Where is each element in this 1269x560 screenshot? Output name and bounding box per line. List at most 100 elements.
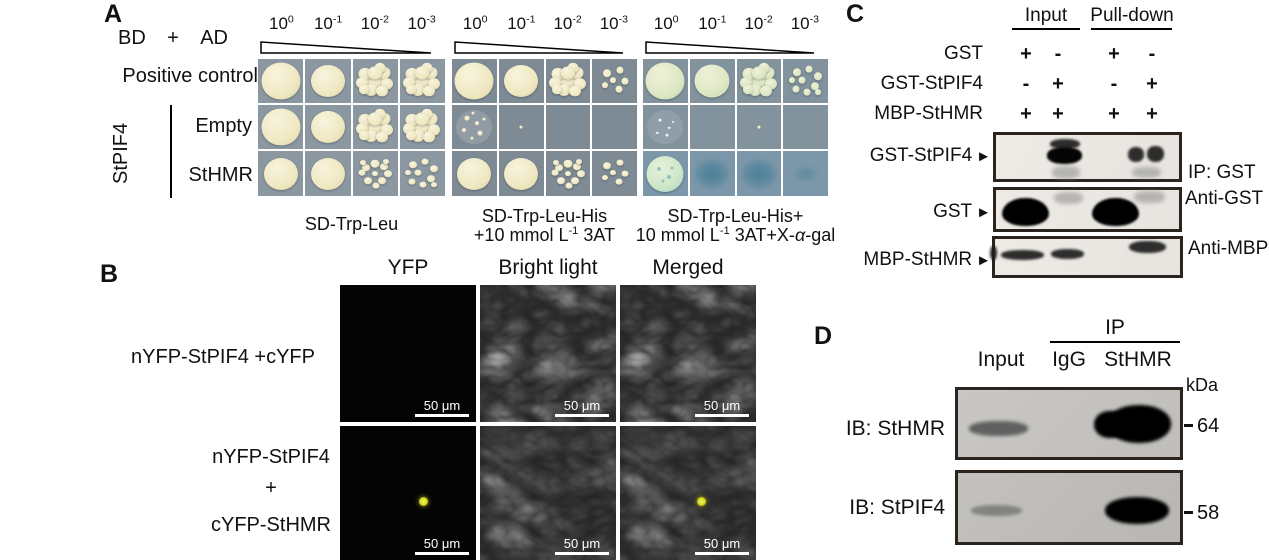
colony [564, 170, 571, 177]
dilution-row: 100 10-1 10-2 10-3 [258, 14, 445, 34]
plate-cell [352, 151, 398, 196]
colony [609, 77, 616, 83]
dilution-wedge-icon [260, 41, 432, 54]
lane-sign: + [1052, 103, 1064, 125]
medium-label: SD-Trp-Leu [305, 207, 398, 234]
pulldown-header: Pull-down [1090, 5, 1174, 26]
dilution-wedge-icon [645, 41, 815, 54]
medium-line: SD-Trp-Leu-His+ [667, 206, 804, 226]
colony [602, 69, 611, 77]
colony [601, 174, 608, 181]
medium-line: SD-Trp-Leu [304, 214, 399, 234]
ghost-colony [456, 110, 493, 144]
scale-bar-line [415, 552, 469, 555]
column-header-sthmr: StHMR [1104, 348, 1172, 371]
input-header: Input [1024, 5, 1068, 26]
dilution-label: 10-2 [744, 13, 773, 33]
colony [359, 84, 370, 94]
colony [554, 163, 563, 172]
scale-bar-line [555, 414, 609, 417]
construct-label-mbp-sthmr: MBP-StHMR [874, 103, 983, 124]
dilution-label: 100 [462, 13, 488, 33]
dilution-label: 10-1 [507, 13, 536, 33]
colony [482, 117, 486, 121]
colony [462, 128, 467, 132]
plate-cell [305, 151, 351, 196]
plate-cell [643, 105, 688, 149]
plate-cell [736, 151, 782, 196]
colony [810, 82, 819, 90]
plate-grid [643, 59, 828, 196]
colony [504, 157, 539, 190]
annotation-anti-mbp: Anti-MBP [1188, 238, 1269, 259]
dilution-label: 10-3 [599, 13, 629, 33]
medium-line: SD-Trp-Leu-His [481, 206, 608, 226]
scale-bar-line [555, 552, 609, 555]
group-label-stpif4: StPIF4 [110, 122, 132, 184]
colony [372, 182, 380, 189]
arrow-right-icon: ► [976, 204, 991, 221]
plate-cell [643, 59, 688, 103]
colony [261, 62, 301, 100]
ghost-colony [647, 110, 684, 144]
colony [457, 157, 492, 190]
colony [551, 84, 562, 94]
lane-sign: - [1022, 73, 1030, 95]
protein-band [1050, 139, 1080, 149]
column-header-yfp: YFP [387, 256, 429, 279]
protein-band [1047, 147, 1082, 164]
dilution-label: 10-1 [698, 13, 727, 33]
dilution-label: 10-2 [360, 13, 390, 33]
scale-bar-line [415, 414, 469, 417]
colony [414, 169, 422, 176]
colony [384, 169, 393, 178]
colony [423, 131, 436, 143]
colony [694, 64, 730, 98]
plate-cell [258, 59, 304, 103]
protein-band [1132, 167, 1161, 178]
scale-bar-label: 50 μm [423, 398, 461, 413]
colony [428, 124, 441, 136]
medium-label: SD-Trp-Leu-His +10 mmol L-1 3AT [474, 207, 615, 245]
colony [576, 169, 585, 178]
colony [431, 181, 438, 188]
colony [406, 84, 417, 94]
column-header-bright-light: Bright light [498, 256, 598, 279]
colony [616, 159, 624, 166]
colony [751, 66, 766, 80]
colony [383, 158, 390, 165]
scale-bar-label: 50 μm [563, 536, 601, 551]
protein-band [1002, 198, 1049, 226]
colony [621, 77, 629, 85]
protein-band [1092, 198, 1139, 226]
row-label-sthmr: StHMR [188, 164, 253, 186]
colony [616, 66, 624, 74]
group-bracket-line [170, 105, 172, 198]
colony-speck [670, 166, 674, 169]
plate-cell [452, 59, 497, 103]
colony [645, 62, 685, 100]
colony [575, 158, 582, 165]
colony [356, 123, 369, 135]
colony [672, 121, 675, 123]
plate-cell [452, 151, 497, 196]
colony [368, 66, 383, 80]
colony [423, 85, 436, 97]
plate-cell [592, 59, 637, 103]
scale-bar-label: 50 μm [703, 536, 741, 551]
plate-cell [545, 151, 591, 196]
colony [464, 115, 470, 121]
dilution-label: 100 [653, 13, 679, 33]
lane-sign: + [1020, 103, 1032, 125]
blot-label-text: GST [933, 201, 973, 222]
plate-cell [352, 105, 398, 149]
plate-cell [783, 105, 828, 149]
column-header-merged: Merged [652, 256, 724, 279]
yfp-image: 50 μm [340, 285, 476, 422]
yfp-signal-dot [419, 497, 428, 506]
plate-group: 100 10-1 10-2 10-3 SD-Trp-Leu-His+10 mmol L-… [452, 14, 637, 254]
colony [380, 162, 389, 171]
colony [370, 159, 380, 168]
plate-cell [689, 105, 735, 149]
scale-bar: 50 μm [695, 537, 749, 555]
